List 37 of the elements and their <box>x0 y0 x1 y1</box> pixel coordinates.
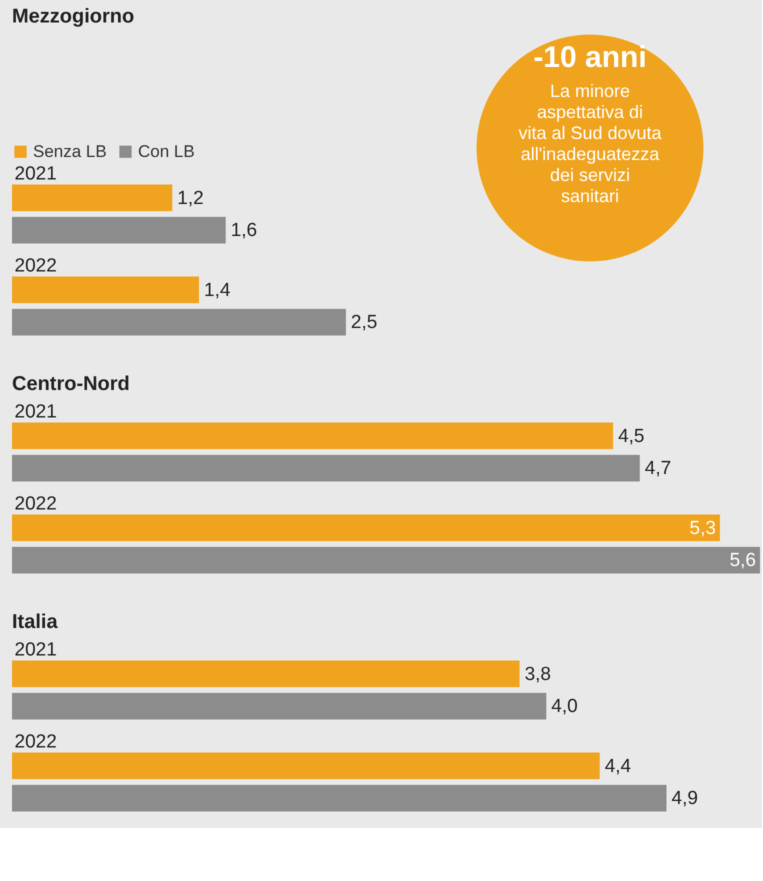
y-tick-label: 2021 <box>14 164 57 185</box>
chart-title: Mezzogiorno <box>12 6 134 28</box>
bar <box>12 660 520 688</box>
data-label: 1,6 <box>230 220 258 242</box>
text: -10 anni <box>533 41 647 74</box>
data-label: 2,5 <box>350 312 378 334</box>
y-tick-label: 2021 <box>14 640 57 661</box>
bar <box>12 784 666 812</box>
text: La minore aspettativa di vita al Sud dovuta all'inadeguatezza dei servizi sanitari <box>518 81 663 206</box>
bar <box>12 546 760 574</box>
bar <box>12 308 346 336</box>
bar <box>12 752 600 780</box>
chart-title: Italia <box>12 611 58 634</box>
data-label: 4,9 <box>672 788 698 810</box>
data-label: 1,2 <box>177 188 204 209</box>
data-label: 1,4 <box>204 280 231 301</box>
data-label: 5,6 <box>730 550 756 572</box>
data-label: 5,3 <box>690 518 716 539</box>
y-tick-label: 2022 <box>14 494 57 515</box>
data-label: 4,7 <box>644 458 672 480</box>
data-label: 4,0 <box>551 696 578 718</box>
bar <box>12 692 546 720</box>
bar <box>12 454 640 482</box>
legend-label: Senza LB <box>33 142 107 161</box>
data-label: 3,8 <box>524 664 551 685</box>
bar <box>12 184 172 212</box>
chart-title: Centro-Nord <box>12 373 130 396</box>
data-label: 4,4 <box>604 756 632 777</box>
bar <box>12 216 226 244</box>
data-label: 4,5 <box>618 426 644 447</box>
bar <box>12 276 199 304</box>
bar <box>12 422 614 450</box>
legend-label: Con LB <box>138 142 195 161</box>
bar <box>12 514 720 542</box>
y-tick-label: 2022 <box>14 256 57 277</box>
y-tick-label: 2021 <box>14 402 57 423</box>
y-tick-label: 2022 <box>14 732 57 753</box>
